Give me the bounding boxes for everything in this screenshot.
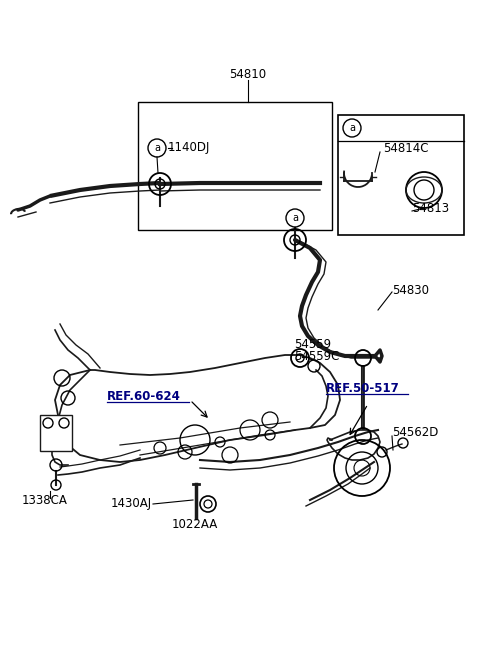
Text: a: a [292, 213, 298, 223]
Text: 54814C: 54814C [383, 141, 429, 155]
Text: a: a [154, 143, 160, 153]
Text: 54562D: 54562D [392, 426, 438, 438]
Text: REF.50-517: REF.50-517 [326, 381, 400, 394]
Bar [40, 415, 72, 451]
Text: 54810: 54810 [229, 69, 266, 81]
Text: 54559: 54559 [294, 337, 331, 350]
Text: REF.60-624: REF.60-624 [107, 390, 181, 403]
Text: 54559C: 54559C [294, 350, 339, 364]
Text: 54830: 54830 [392, 284, 429, 297]
Text: a: a [349, 123, 355, 133]
Text: 1430AJ: 1430AJ [111, 498, 152, 510]
Text: 54813: 54813 [412, 202, 449, 214]
Bar [338, 115, 464, 235]
Text: 1140DJ: 1140DJ [168, 141, 210, 155]
Text: 1338CA: 1338CA [22, 493, 68, 506]
Bar [138, 102, 332, 230]
Text: 1022AA: 1022AA [172, 517, 218, 531]
